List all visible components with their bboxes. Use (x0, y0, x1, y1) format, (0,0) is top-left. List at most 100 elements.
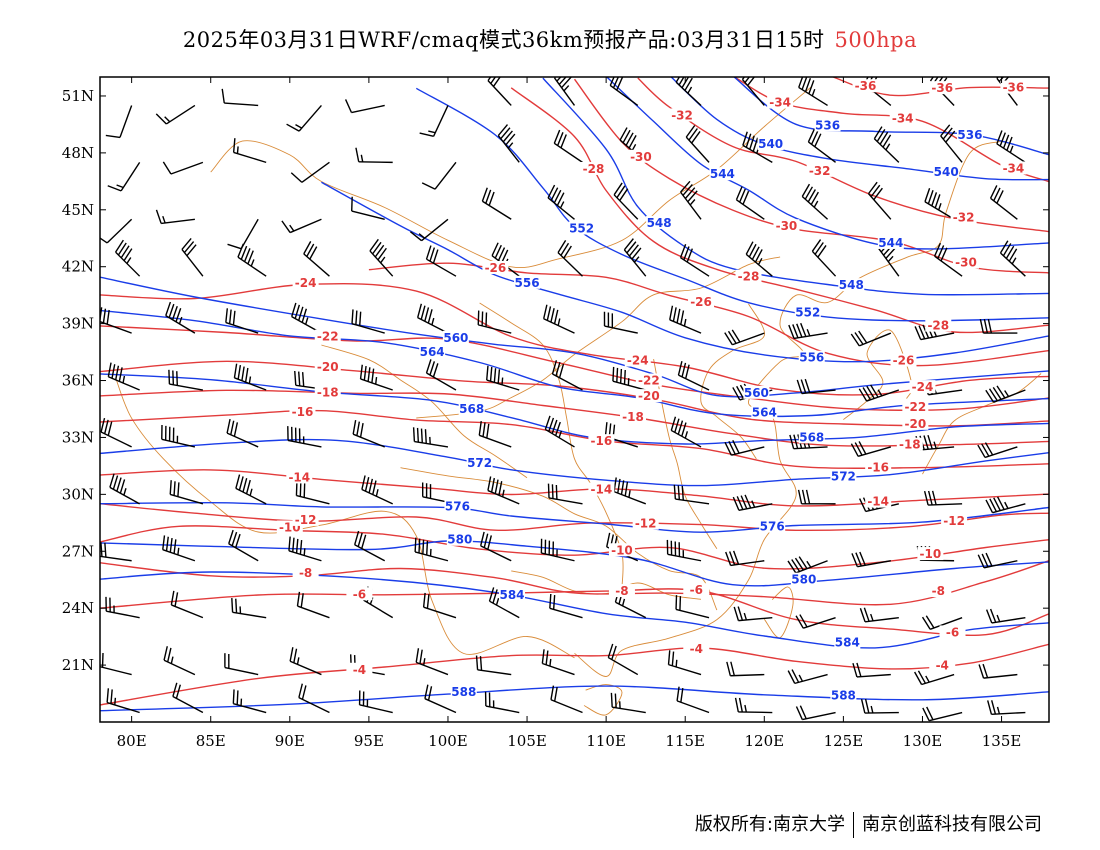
wind-barb (416, 303, 449, 334)
wind-barb (486, 365, 520, 391)
wind-barb (281, 218, 322, 234)
title-text: 2025年03月31日WRF/cmaq模式36km预报产品:03月31日15时 (182, 28, 825, 52)
height-contour (100, 309, 1049, 418)
contour-label-bg (289, 405, 316, 419)
contour-label-bg (852, 79, 879, 93)
wind-barb (155, 104, 196, 125)
height-label: 556 (515, 276, 540, 290)
wind-barb (106, 688, 140, 714)
temperature-label: -4 (690, 642, 703, 656)
wind-barb (811, 239, 837, 277)
contour-label-bg (669, 108, 696, 122)
x-tick-label: 90E (275, 732, 305, 750)
height-label: 576 (760, 520, 785, 534)
contour-label-bg (419, 345, 446, 359)
temperature-label: -26 (893, 354, 915, 368)
boundary-line (583, 684, 623, 716)
contour-label-bg (1000, 161, 1027, 175)
wind-barb (851, 551, 891, 568)
wind-barb (850, 441, 892, 457)
wind-barb (732, 494, 773, 512)
contour-label-bg (798, 430, 825, 444)
wind-barb (100, 542, 132, 562)
wind-barb (484, 691, 520, 714)
wind-barb (105, 596, 140, 619)
height-label: 552 (795, 306, 820, 320)
contour-label-bg (1000, 80, 1027, 94)
wind-barb (679, 244, 710, 277)
x-tick-label: 95E (354, 732, 384, 750)
temperature-label: -28 (738, 270, 760, 284)
wind-barb (162, 535, 196, 562)
contour-label-bg (627, 149, 654, 163)
wind-barb (100, 652, 132, 676)
temperature-label: -28 (583, 162, 605, 176)
wind-barb (685, 125, 710, 163)
wind-barb (233, 363, 267, 391)
temperature-label: -16 (867, 460, 889, 474)
wind-barb (477, 310, 512, 334)
y-tick-label: 36N (62, 372, 94, 390)
temperature-label: -18 (899, 438, 921, 452)
height-label: 548 (839, 278, 864, 292)
temperature-label: -36 (855, 79, 877, 93)
wind-barb (923, 490, 963, 506)
height-label: 576 (445, 499, 470, 513)
wind-barb (677, 361, 710, 391)
wind-barb (553, 129, 583, 163)
contour-label-bg (896, 437, 923, 451)
contour-label-bg (767, 95, 794, 109)
height-contour-layer (100, 77, 1049, 712)
wind-barb (610, 692, 646, 714)
temperature-label: -20 (905, 417, 927, 431)
contour-label-bg (499, 587, 526, 601)
wind-barb (557, 240, 583, 277)
wind-barb (163, 646, 196, 676)
height-label: 568 (459, 402, 484, 416)
contour-label-bg (458, 401, 485, 415)
y-tick-label: 30N (62, 485, 94, 503)
temperature-label: -20 (317, 360, 339, 374)
wind-barb (673, 484, 710, 505)
wind-barb (989, 185, 1018, 220)
wind-barb (543, 304, 575, 334)
contour-label-bg (346, 662, 373, 676)
wind-barb (724, 440, 765, 456)
wind-barb (979, 318, 1018, 334)
contour-label-bg (646, 215, 673, 229)
temperature-label: -26 (485, 261, 507, 275)
contour-label-bg (950, 210, 977, 224)
footer-divider (853, 812, 854, 838)
wind-barb (172, 682, 204, 714)
temperature-label: -6 (690, 583, 703, 597)
y-tick-label: 42N (62, 258, 94, 276)
temperature-label: -20 (638, 389, 660, 403)
x-tick-label: 125E (824, 732, 864, 750)
wind-barb (551, 360, 583, 391)
height-contour (100, 438, 1049, 487)
contour-label-bg (450, 684, 477, 698)
wind-barb (675, 595, 710, 619)
wind-barb (415, 648, 449, 676)
wind-barb (859, 607, 899, 623)
contour-label-bg (683, 583, 710, 597)
wind-barb (369, 238, 394, 277)
wind-barb (161, 424, 196, 448)
height-label: 556 (799, 351, 824, 365)
height-contour (100, 540, 1049, 587)
boundary-line (115, 378, 575, 659)
temperature-contour (368, 262, 1049, 367)
wind-barb (787, 669, 828, 685)
temperature-label: -8 (615, 584, 628, 598)
x-tick-label: 130E (903, 732, 943, 750)
contour-label-bg (292, 512, 319, 526)
height-label: 580 (791, 573, 816, 587)
wind-barb (115, 239, 141, 277)
wind-barb (351, 309, 385, 334)
wind-barb (550, 685, 583, 714)
contour-label-bg (466, 456, 493, 469)
wind-barb (488, 587, 520, 619)
height-label: 588 (451, 685, 476, 699)
y-tick-label: 27N (62, 542, 94, 560)
